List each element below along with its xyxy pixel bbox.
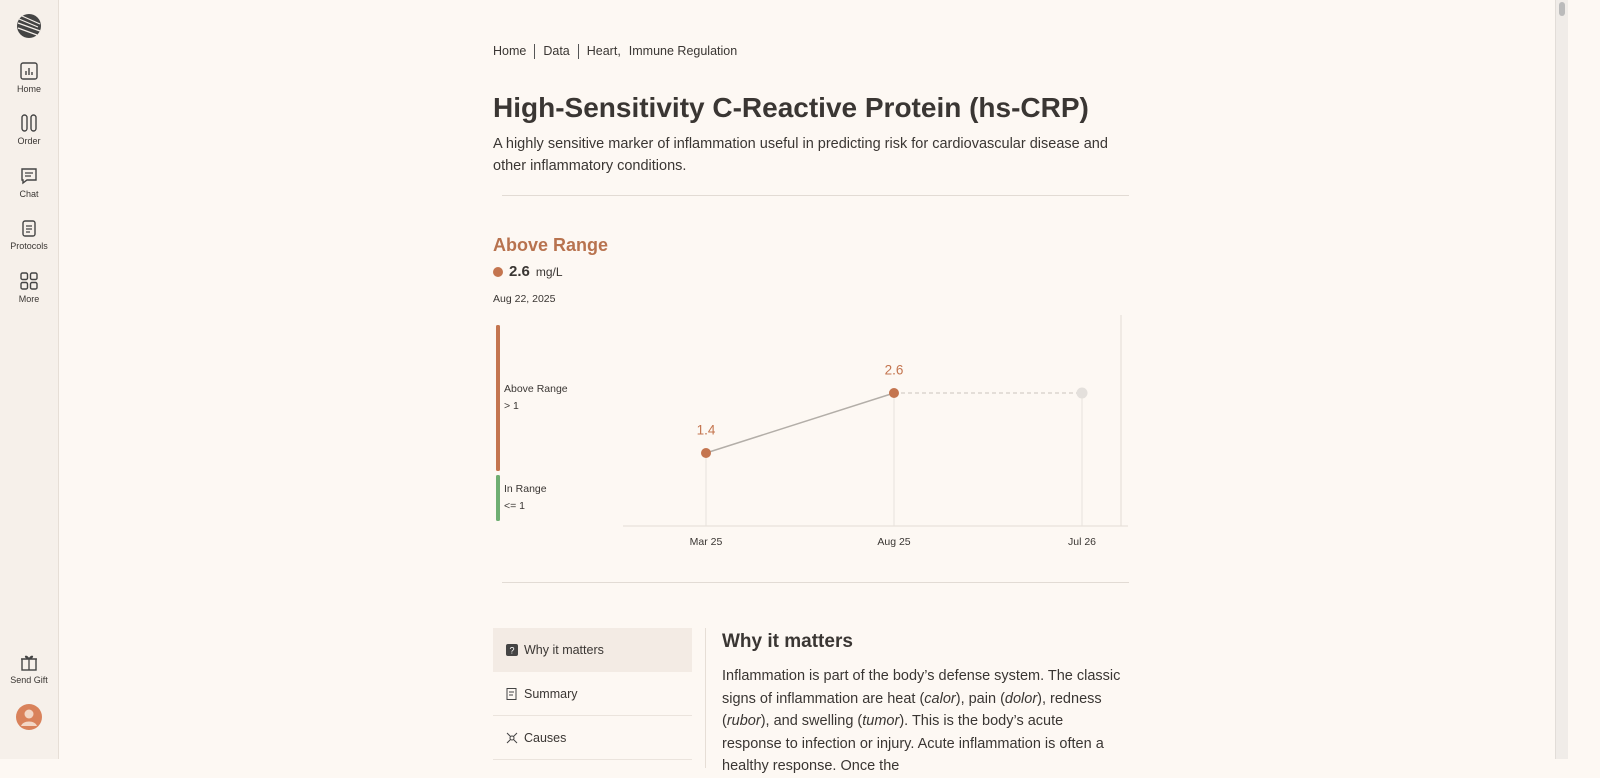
nav-label: Chat: [19, 189, 39, 199]
line: [705, 392, 895, 454]
italic-term: tumor: [862, 713, 900, 729]
point: [889, 388, 899, 398]
range-label: In Range: [504, 483, 547, 495]
x-tick-label: Jul 26: [1068, 536, 1096, 548]
range-rule: > 1: [504, 400, 519, 412]
tab[interactable]: ? Why it matters: [493, 628, 692, 672]
forecast-point: [1076, 387, 1088, 399]
separator: [705, 628, 706, 768]
description: A highly sensitive marker of inflammatio…: [493, 136, 1108, 174]
divider: [502, 582, 1129, 583]
crumb[interactable]: Data: [534, 44, 577, 59]
scrollbar[interactable]: [1555, 0, 1568, 759]
nav-home[interactable]: Home: [0, 61, 58, 94]
x-tick-label: Aug 25: [877, 536, 910, 548]
nav-order[interactable]: Order: [0, 113, 58, 146]
date: Aug 22, 2025: [493, 293, 556, 305]
nav-more[interactable]: More: [0, 271, 58, 304]
data-label: 2.6: [885, 363, 904, 378]
nav-chat[interactable]: Chat: [0, 166, 58, 199]
avatar[interactable]: [16, 704, 42, 730]
nav-label: Send Gift: [10, 675, 48, 685]
crumb[interactable]: Immune Regulation: [628, 44, 738, 58]
logo[interactable]: [16, 13, 42, 39]
italic-term: calor: [924, 690, 956, 707]
range-label: Above Range: [504, 383, 568, 395]
section-heading: Why it matters: [722, 631, 853, 652]
range-bar: [496, 475, 500, 521]
tab-label: Why it matters: [524, 643, 604, 657]
text: ), pain (: [955, 690, 1005, 707]
nav-protocols[interactable]: Protocols: [0, 218, 58, 251]
nav-label: More: [18, 294, 40, 304]
nav-label: Home: [16, 84, 41, 94]
sidebar: Home Order Chat Protocols More Send Gift: [0, 0, 59, 759]
crumb[interactable]: Heart,: [577, 44, 629, 59]
nav-label: Order: [17, 136, 41, 146]
tab-label: Causes: [524, 730, 567, 745]
text: ), redness (: [722, 690, 1102, 730]
chart: Above Range > 1 In Range <= 1 Mar 25 Aug 25 Ju…: [496, 315, 1128, 548]
current-value: 2.6 mg/L: [493, 263, 563, 280]
unit: mg/L: [535, 264, 563, 279]
divider: [502, 195, 1129, 196]
page: Home Order Chat Protocols More Send Gift…: [0, 0, 1568, 774]
range-bar: [496, 325, 500, 471]
status: Above Range: [493, 235, 609, 255]
value: 2.6: [509, 263, 530, 280]
x-tick-label: Mar 25: [690, 536, 723, 548]
tab[interactable]: Causes: [493, 716, 692, 760]
tab-label: Summary: [524, 686, 578, 701]
tab[interactable]: Summary: [493, 672, 692, 716]
tabs: ? Why it matters Summary Causes: [493, 628, 692, 760]
nav-send-gift[interactable]: Send Gift: [0, 652, 58, 685]
nav-label: Protocols: [10, 241, 48, 251]
italic-term: dolor: [1004, 690, 1038, 707]
section-text: Inflammation is part of the body’s defen…: [722, 665, 1122, 778]
text: ), and swelling (: [760, 713, 863, 729]
italic-term: rubor: [726, 713, 761, 729]
crumb[interactable]: Home: [493, 44, 527, 58]
point: [701, 448, 711, 458]
data-label: 1.4: [697, 423, 716, 438]
range-rule: <= 1: [504, 500, 525, 512]
svg-text:?: ?: [509, 646, 514, 656]
breadcrumb: Home Data Heart, Immune Regulation: [493, 44, 745, 59]
text: Inflammation is part of the body’s defen…: [722, 668, 1121, 707]
page-title: High-Sensitivity C-Reactive Protein (hs-…: [493, 92, 1089, 123]
